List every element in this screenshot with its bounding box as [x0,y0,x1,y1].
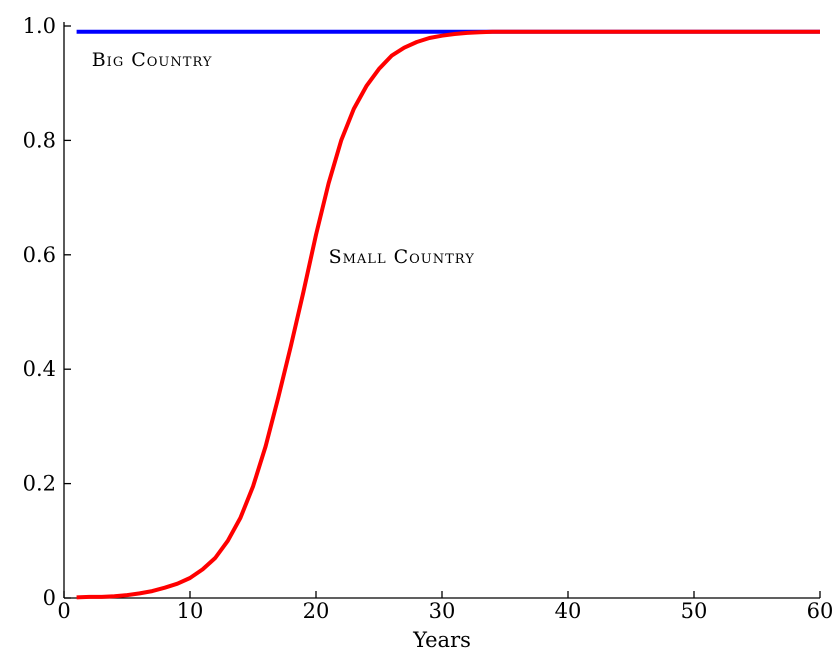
small-country-line [77,32,820,598]
series-group [77,32,820,598]
y-tick-label: 0.6 [23,243,56,267]
big-country-label: Big Country [92,49,213,71]
x-tick-label: 20 [303,599,330,623]
y-tick-label: 0.4 [23,357,56,381]
x-tick-label: 30 [429,599,456,623]
small-country-label: Small Country [329,246,475,268]
x-tick-label: 0 [57,599,70,623]
axes [64,22,820,598]
y-tick-label: 1.0 [23,14,56,38]
x-tick-label: 60 [807,599,834,623]
x-tick-label: 10 [177,599,204,623]
x-tick-label: 50 [681,599,708,623]
ticks: 0 10 20 30 40 50 60 0 0.2 0.4 0.6 0.8 1.0 [23,14,834,623]
y-tick-label: 0.8 [23,128,56,152]
x-axis-title: Years [412,628,471,652]
y-tick-label: 0 [43,586,56,610]
x-tick-label: 40 [555,599,582,623]
y-tick-label: 0.2 [23,472,56,496]
